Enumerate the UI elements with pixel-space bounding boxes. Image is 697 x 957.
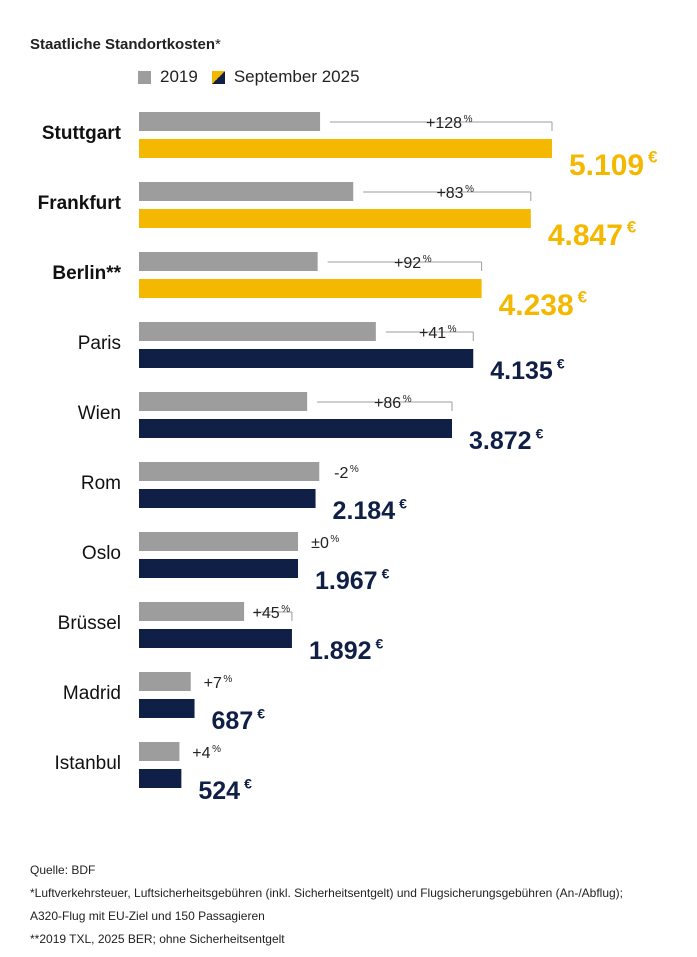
- change-unit: %: [403, 394, 412, 405]
- legend-label-2025: September 2025: [233, 67, 360, 86]
- value-label: 4.238: [499, 289, 574, 322]
- legend-item-2019: 2019: [138, 67, 198, 87]
- value-label: 4.135: [490, 357, 553, 385]
- bar-2025: [139, 769, 182, 788]
- value-label: 524: [198, 777, 240, 805]
- category-label: Oslo: [82, 543, 121, 564]
- bar-2025: [139, 209, 531, 228]
- currency-label: €: [257, 706, 265, 722]
- currency-label: €: [648, 147, 658, 166]
- legend-swatch-2019: [138, 70, 151, 84]
- value-label: 1.892: [309, 637, 372, 665]
- change-unit: %: [330, 534, 339, 545]
- change-label: +45: [253, 605, 280, 622]
- category-label: Frankfurt: [38, 193, 122, 214]
- legend-swatch-2025: [211, 70, 225, 84]
- footnote-line: A320-Flug mit EU-Ziel und 150 Passagiere…: [30, 909, 265, 923]
- bar-2019: [139, 462, 320, 481]
- bar-2025: [139, 559, 299, 578]
- change-label: +128: [426, 115, 462, 132]
- source-line: Quelle: BDF: [30, 863, 96, 877]
- legend-item-2025: September 2025: [211, 67, 360, 87]
- currency-label: €: [244, 776, 252, 792]
- bar-2025: [139, 349, 474, 368]
- category-label: Brüssel: [58, 613, 121, 634]
- bar-2025: [139, 699, 195, 718]
- change-unit: %: [448, 324, 457, 335]
- currency-label: €: [399, 496, 407, 512]
- category-label: Stuttgart: [42, 123, 122, 144]
- value-label: 1.967: [315, 567, 378, 595]
- value-label: 4.847: [548, 219, 623, 252]
- value-label: 687: [212, 707, 254, 735]
- change-label: +41: [419, 325, 446, 342]
- bar-2019: [139, 252, 318, 271]
- change-label: +83: [436, 185, 463, 202]
- change-unit: %: [465, 184, 474, 195]
- change-label: -2: [334, 465, 348, 482]
- legend: 2019 September 2025: [138, 67, 374, 87]
- source-notes: Quelle: BDF *Luftverkehrsteuer, Luftsich…: [30, 859, 623, 951]
- currency-label: €: [536, 426, 544, 442]
- value-label: 2.184: [333, 497, 396, 525]
- change-unit: %: [423, 254, 432, 265]
- change-label: ±0: [311, 535, 329, 552]
- currency-label: €: [578, 287, 588, 306]
- bar-2019: [139, 182, 354, 201]
- change-unit: %: [464, 114, 473, 125]
- category-label: Berlin**: [52, 263, 121, 284]
- footnote-line: **2019 TXL, 2025 BER; ohne Sicherheitsen…: [30, 932, 285, 946]
- change-unit: %: [281, 604, 290, 615]
- bar-2025: [139, 419, 453, 438]
- chart-title-text: Staatliche Standortkosten: [30, 36, 216, 53]
- category-label: Madrid: [63, 683, 121, 704]
- category-label: Istanbul: [54, 753, 121, 774]
- change-label: +4: [192, 745, 210, 762]
- change-unit: %: [212, 744, 221, 755]
- bar-2019: [139, 672, 191, 691]
- bar-2019: [139, 602, 245, 621]
- value-label: 3.872: [469, 427, 532, 455]
- bar-2019: [139, 742, 180, 761]
- chart-title-mark: *: [215, 36, 221, 53]
- bar-2025: [139, 279, 482, 298]
- change-unit: %: [223, 674, 232, 685]
- bar-chart: Stuttgart +128 %5.109 €Frankfurt +83 %4.847 €B…: [38, 112, 658, 805]
- currency-label: €: [627, 217, 637, 236]
- value-label: 5.109: [569, 149, 644, 182]
- category-label: Paris: [78, 333, 121, 354]
- bar-2025: [139, 629, 292, 648]
- bar-2019: [139, 112, 321, 131]
- bar-2019: [139, 322, 376, 341]
- chart-title: Staatliche Standortkosten*: [30, 36, 221, 53]
- footnote-line: *Luftverkehrsteuer, Luftsicherheitsgebüh…: [30, 886, 624, 900]
- bar-2025: [139, 489, 316, 508]
- change-label: +86: [374, 395, 401, 412]
- change-label: +92: [394, 255, 421, 272]
- bar-2019: [139, 532, 299, 551]
- currency-label: €: [376, 636, 384, 652]
- change-label: +7: [204, 675, 222, 692]
- legend-label-2019: 2019: [160, 67, 198, 86]
- bar-2019: [139, 392, 308, 411]
- currency-label: €: [382, 566, 390, 582]
- category-label: Wien: [78, 403, 121, 424]
- category-label: Rom: [81, 473, 121, 494]
- change-unit: %: [350, 464, 359, 475]
- currency-label: €: [557, 356, 565, 372]
- bar-2025: [139, 139, 552, 158]
